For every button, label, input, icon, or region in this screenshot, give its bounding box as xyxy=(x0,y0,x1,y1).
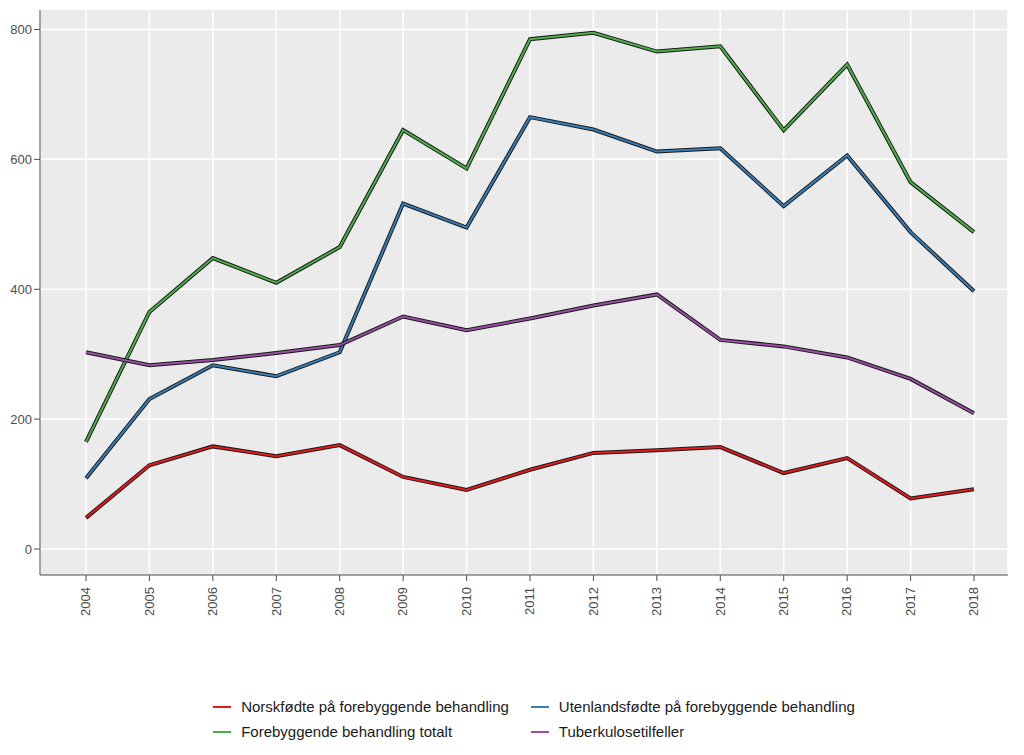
svg-text:2016: 2016 xyxy=(839,587,854,616)
svg-text:400: 400 xyxy=(10,282,32,297)
svg-text:2017: 2017 xyxy=(903,587,918,616)
svg-text:2014: 2014 xyxy=(713,587,728,616)
svg-text:0: 0 xyxy=(25,542,32,557)
svg-text:2008: 2008 xyxy=(332,587,347,616)
svg-text:2007: 2007 xyxy=(269,587,284,616)
html-text:Utenlandsfødte på forebyggende: Utenlandsfødte på forebyggende behandlin… xyxy=(558,698,855,715)
html-text:Norskfødte på forebyggende beh: Norskfødte på forebyggende behandling xyxy=(241,698,509,715)
svg-text:2010: 2010 xyxy=(459,587,474,616)
svg-text:2006: 2006 xyxy=(205,587,220,616)
svg-text:600: 600 xyxy=(10,152,32,167)
html-text:Tuberkulosetilfeller: Tuberkulosetilfeller xyxy=(558,723,685,740)
svg-text:2013: 2013 xyxy=(649,587,664,616)
svg-text:2015: 2015 xyxy=(776,587,791,616)
svg-text:800: 800 xyxy=(10,22,32,37)
svg-text:2004: 2004 xyxy=(78,587,93,616)
svg-text:2011: 2011 xyxy=(522,587,537,615)
svg-text:2018: 2018 xyxy=(966,587,981,616)
html-text:Forebyggende behandling totalt: Forebyggende behandling totalt xyxy=(241,723,453,740)
svg-text:200: 200 xyxy=(10,412,32,427)
svg-text:2005: 2005 xyxy=(142,587,157,616)
svg-text:2009: 2009 xyxy=(395,587,410,616)
svg-text:2012: 2012 xyxy=(586,587,601,616)
